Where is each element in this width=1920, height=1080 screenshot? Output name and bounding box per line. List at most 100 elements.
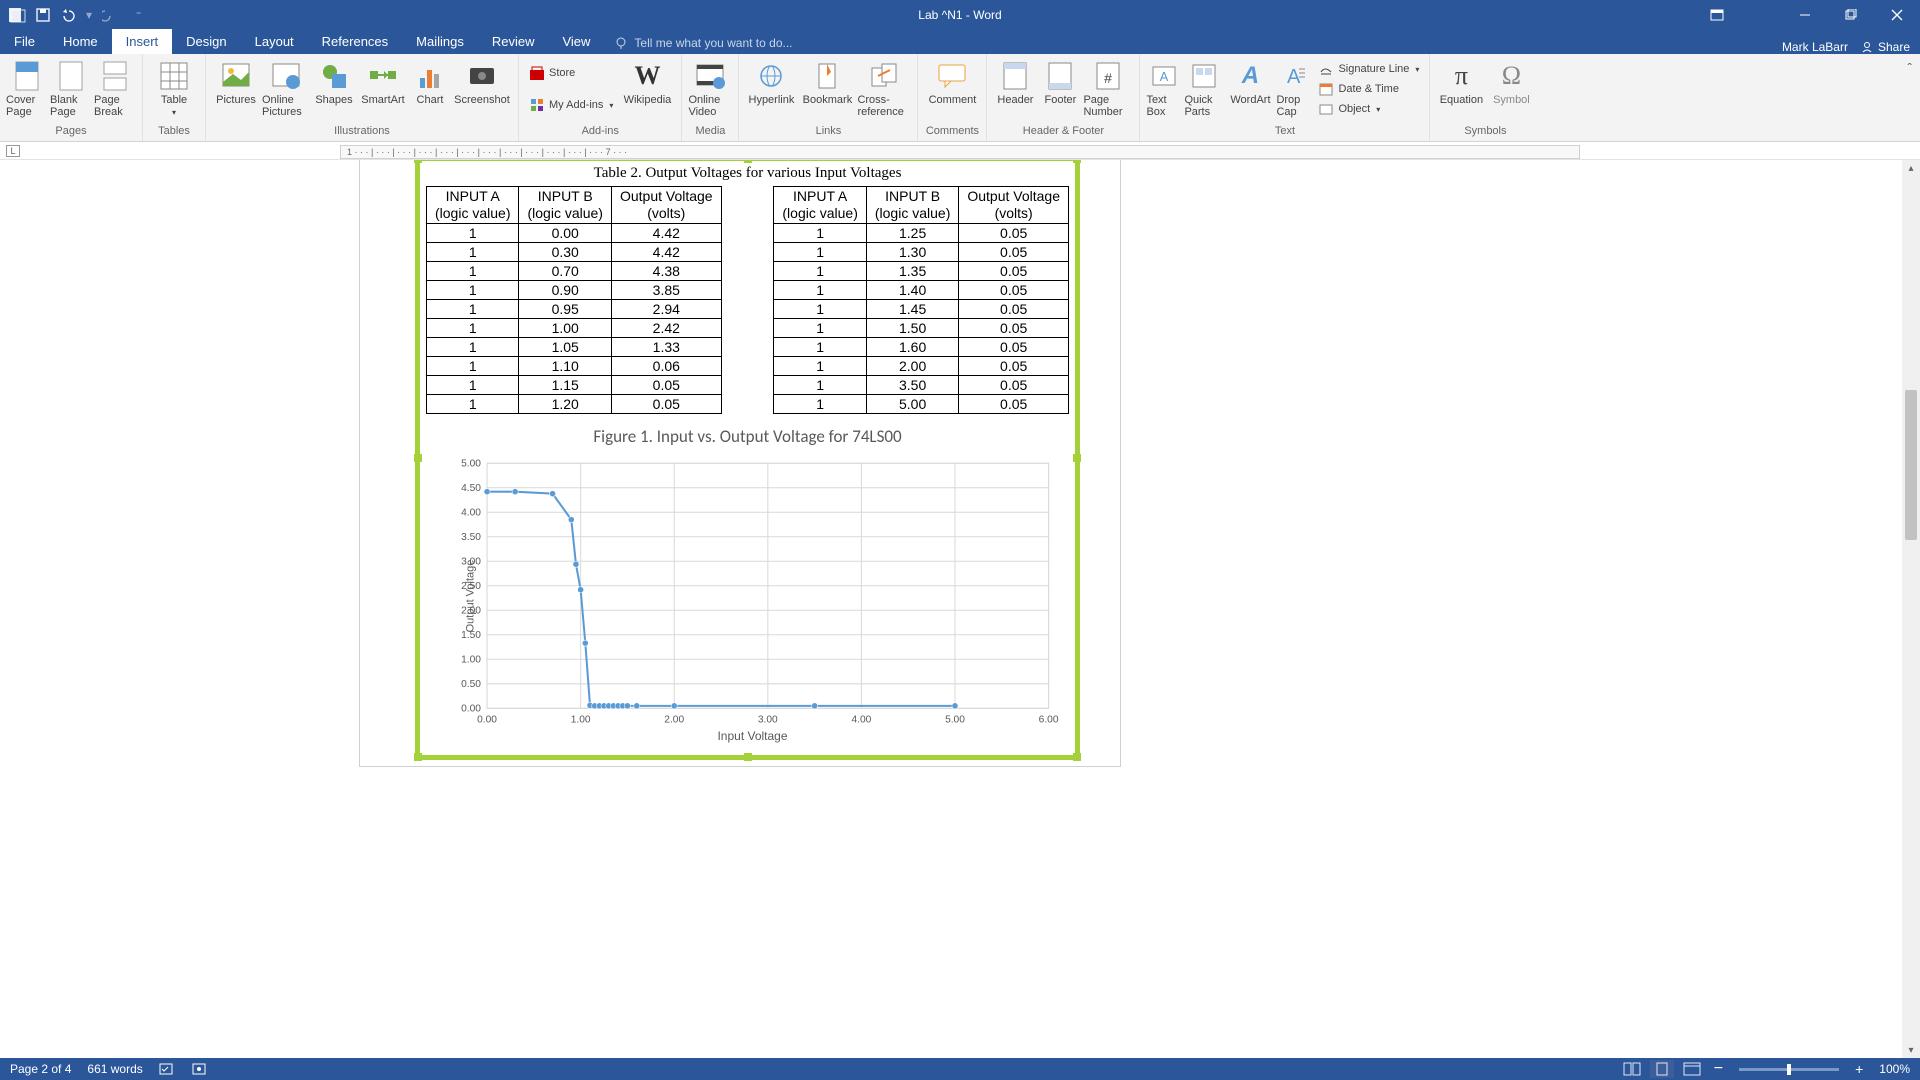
- page-number-label: Page Number: [1083, 94, 1133, 118]
- page-break-button[interactable]: Page Break: [94, 58, 136, 118]
- tab-layout[interactable]: Layout: [241, 29, 308, 54]
- tab-mailings[interactable]: Mailings: [402, 29, 478, 54]
- word-icon: [8, 6, 26, 24]
- zoom-out-button[interactable]: −: [1710, 1060, 1727, 1078]
- tab-view[interactable]: View: [548, 29, 604, 54]
- smartart-button[interactable]: SmartArt: [358, 58, 408, 106]
- footer-button[interactable]: Footer: [1039, 58, 1081, 106]
- print-layout-icon[interactable]: [1650, 1060, 1674, 1078]
- group-media-label: Media: [688, 123, 732, 139]
- table-row: 11.200.05: [427, 394, 722, 413]
- cross-reference-label: Cross-reference: [857, 94, 911, 118]
- minimize-button[interactable]: [1782, 0, 1828, 30]
- table-cell: 1: [774, 375, 866, 394]
- share-button[interactable]: Share: [1860, 40, 1910, 54]
- date-time-button[interactable]: Date & Time: [1314, 80, 1423, 98]
- text-box-button[interactable]: AText Box: [1146, 58, 1182, 118]
- bookmark-label: Bookmark: [803, 94, 853, 106]
- close-button[interactable]: [1874, 0, 1920, 30]
- quick-parts-button[interactable]: Quick Parts: [1184, 58, 1224, 118]
- bookmark-button[interactable]: Bookmark: [799, 58, 855, 106]
- scroll-thumb[interactable]: [1905, 390, 1917, 540]
- online-pictures-button[interactable]: Online Pictures: [262, 58, 310, 118]
- table-cell: 0.06: [611, 356, 721, 375]
- user-name[interactable]: Mark LaBarr: [1782, 40, 1848, 54]
- zoom-slider-thumb[interactable]: [1787, 1064, 1791, 1075]
- date-time-label: Date & Time: [1338, 83, 1399, 95]
- document-area: Table 2. Output Voltages for various Inp…: [0, 160, 1920, 1058]
- tab-selector[interactable]: L: [6, 145, 20, 157]
- scroll-down-icon[interactable]: ▾: [1904, 1042, 1918, 1058]
- group-symbols-label: Symbols: [1436, 123, 1534, 139]
- chart-button[interactable]: Chart: [410, 58, 450, 106]
- header-button[interactable]: Header: [993, 58, 1037, 106]
- undo-icon[interactable]: [60, 6, 78, 24]
- collapse-ribbon-icon[interactable]: ˆ: [1907, 60, 1912, 76]
- web-layout-icon[interactable]: [1680, 1060, 1704, 1078]
- save-icon[interactable]: [34, 6, 52, 24]
- redo-icon[interactable]: [100, 6, 118, 24]
- scroll-up-icon[interactable]: ▴: [1904, 160, 1918, 176]
- tab-review[interactable]: Review: [478, 29, 549, 54]
- tab-references[interactable]: References: [308, 29, 402, 54]
- svg-text:5.00: 5.00: [461, 458, 481, 469]
- tab-file[interactable]: File: [0, 29, 49, 54]
- smartart-label: SmartArt: [361, 94, 404, 106]
- table-row: 10.704.38: [427, 261, 722, 280]
- svg-text:4.50: 4.50: [461, 482, 481, 493]
- qat-customize[interactable]: ⁼: [136, 10, 141, 21]
- text-box-frame[interactable]: Table 2. Output Voltages for various Inp…: [415, 160, 1080, 760]
- page-number-button[interactable]: #Page Number: [1083, 58, 1133, 118]
- word-count[interactable]: 661 words: [87, 1062, 142, 1076]
- tab-home[interactable]: Home: [49, 29, 112, 54]
- svg-text:0.00: 0.00: [461, 703, 481, 714]
- pictures-label: Pictures: [216, 94, 256, 106]
- horizontal-ruler[interactable]: 1 · · · | · · · | · · · | · · · | · · · …: [340, 145, 1580, 159]
- ribbon-display-options[interactable]: [1702, 0, 1732, 30]
- wikipedia-button[interactable]: WWikipedia: [619, 58, 675, 106]
- table-row: 11.500.05: [774, 318, 1069, 337]
- svg-text:A: A: [1287, 66, 1301, 88]
- tab-design[interactable]: Design: [172, 29, 240, 54]
- hyperlink-button[interactable]: Hyperlink: [745, 58, 797, 106]
- table-row: 15.000.05: [774, 394, 1069, 413]
- vertical-scrollbar[interactable]: ▴ ▾: [1902, 160, 1920, 1058]
- cover-page-label: Cover Page: [6, 94, 48, 118]
- wordart-button[interactable]: AWordArt: [1226, 58, 1274, 106]
- zoom-slider[interactable]: [1739, 1068, 1839, 1071]
- cross-reference-button[interactable]: Cross-reference: [857, 58, 911, 118]
- zoom-in-button[interactable]: +: [1851, 1061, 1867, 1077]
- table-row: 10.952.94: [427, 299, 722, 318]
- group-pages-label: Pages: [6, 123, 136, 139]
- tell-me-search[interactable]: Tell me what you want to do...: [604, 32, 802, 54]
- blank-page-button[interactable]: Blank Page: [50, 58, 92, 118]
- group-illustrations-label: Illustrations: [212, 123, 512, 139]
- table-button[interactable]: Table▾: [149, 58, 199, 117]
- cover-page-button[interactable]: Cover Page: [6, 58, 48, 118]
- pictures-button[interactable]: Pictures: [212, 58, 260, 106]
- comment-button[interactable]: Comment: [924, 58, 980, 106]
- spell-check-icon[interactable]: [159, 1062, 175, 1076]
- object-button[interactable]: Object▾: [1314, 100, 1423, 118]
- store-button[interactable]: Store: [525, 64, 617, 82]
- th-a: INPUT A: [446, 188, 500, 204]
- ribbon: Cover Page Blank Page Page Break Pages T…: [0, 54, 1920, 142]
- macro-icon[interactable]: [191, 1062, 207, 1076]
- table-cell: 1: [427, 375, 519, 394]
- signature-line-button[interactable]: Signature Line▾: [1314, 60, 1423, 78]
- read-mode-icon[interactable]: [1620, 1060, 1644, 1078]
- tab-insert[interactable]: Insert: [112, 29, 173, 54]
- shapes-button[interactable]: Shapes: [312, 58, 356, 106]
- online-video-button[interactable]: Online Video: [688, 58, 732, 118]
- table-row: 11.600.05: [774, 337, 1069, 356]
- zoom-level[interactable]: 100%: [1879, 1062, 1910, 1076]
- screenshot-button[interactable]: Screenshot: [452, 58, 512, 106]
- my-addins-button[interactable]: My Add-ins▾: [525, 96, 617, 114]
- table-row: 11.250.05: [774, 223, 1069, 242]
- maximize-button[interactable]: [1828, 0, 1874, 30]
- symbol-button[interactable]: ΩSymbol: [1488, 58, 1534, 106]
- equation-button[interactable]: πEquation: [1436, 58, 1486, 106]
- page-indicator[interactable]: Page 2 of 4: [10, 1062, 71, 1076]
- drop-cap-button[interactable]: ADrop Cap: [1276, 58, 1312, 118]
- table-cell: 1: [427, 394, 519, 413]
